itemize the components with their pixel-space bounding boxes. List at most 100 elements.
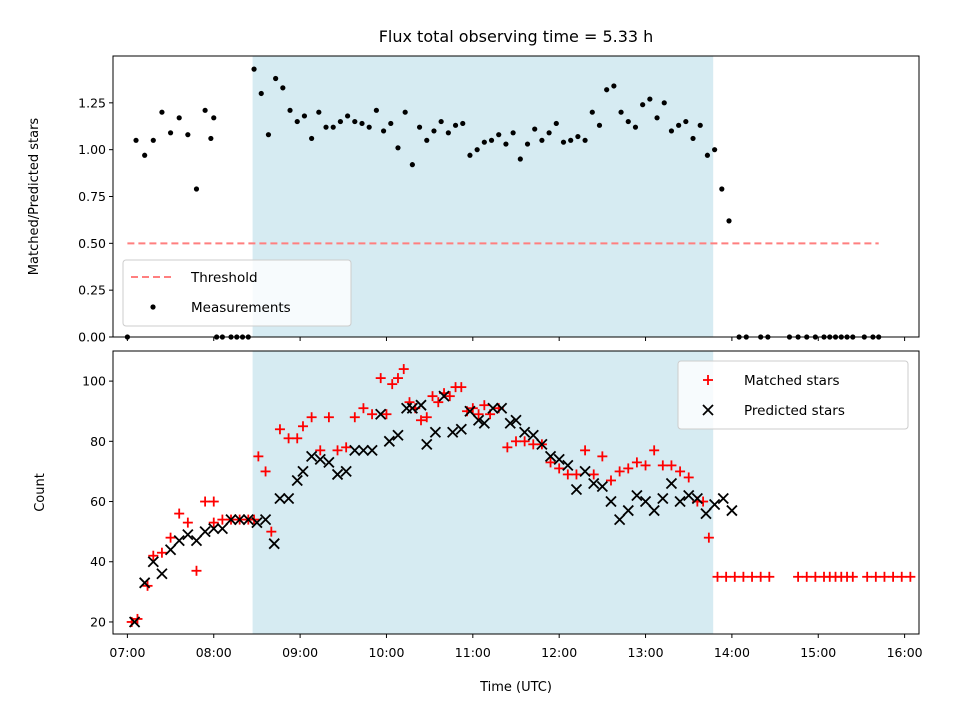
measurement-point [625, 118, 631, 125]
matched-star-point [738, 571, 749, 582]
y-tick-label: 1.00 [78, 142, 106, 157]
predicted-star-point [455, 423, 467, 435]
predicted-star-point [216, 522, 229, 535]
measurement-point [611, 83, 617, 89]
predicted-star-point [447, 426, 459, 438]
predicted-star-point [375, 408, 387, 420]
measurement-point [575, 133, 581, 140]
x-tick-label: 09:00 [282, 645, 318, 660]
measurement-point [503, 141, 509, 147]
measurement-point [553, 120, 559, 127]
matched-star-point [554, 463, 565, 474]
predicted-star-point [579, 465, 591, 478]
measurement-point [388, 120, 394, 127]
measurement-point [416, 124, 423, 130]
measurement-point [150, 137, 156, 143]
measurement-point [697, 122, 703, 128]
matched-star-point [358, 403, 369, 414]
measurement-point [345, 113, 351, 119]
matched-star-point [381, 409, 392, 420]
predicted-star-point [139, 577, 151, 589]
matched-star-point [217, 514, 228, 525]
predicted-star-point [156, 568, 168, 580]
measurement-point [424, 137, 430, 143]
bottom-y-ticks: 20 40 60 80 100 [82, 374, 113, 629]
bottom-panel: 20 40 60 80 100 07:00 08:00 09:00 10:00 11:00 12:… [33, 350, 923, 695]
measurement-point [380, 128, 387, 134]
predicted-star-point [527, 429, 539, 441]
matched-star-point [191, 565, 202, 576]
matched-star-point [208, 517, 219, 528]
measurement-point [202, 107, 208, 113]
measurement-point [488, 137, 495, 143]
measurement-point [366, 124, 372, 130]
y-tick-label: 0.50 [78, 236, 106, 251]
measurement-point [316, 109, 322, 115]
predicted-star-point [199, 526, 211, 538]
matched-star-point [174, 508, 185, 519]
measurement-point [640, 102, 646, 108]
measurement-point [676, 122, 682, 128]
x-tick-label: 07:00 [109, 645, 145, 660]
predicted-star-point [472, 414, 485, 426]
measurement-point [142, 152, 148, 158]
matched-star-point [905, 571, 916, 582]
predicted-star-point [708, 498, 721, 511]
predicted-star-point [268, 538, 280, 550]
top-y-ticks: 0.00 0.25 0.50 0.75 1.00 1.25 [78, 95, 113, 345]
matched-star-point [801, 571, 812, 582]
legend-matched-swatch [703, 375, 713, 385]
matched-star-point [729, 571, 740, 582]
matched-star-point [511, 436, 521, 447]
matched-star-point [597, 451, 608, 462]
measurement-point [524, 141, 531, 147]
matched-star-point [502, 442, 513, 453]
measurement-point [532, 126, 538, 132]
measurement-point [632, 124, 639, 130]
measurement-point [294, 118, 300, 125]
top-y-axis-label: Matched/Predicted stars [27, 118, 42, 276]
predicted-star-point [691, 492, 703, 505]
predicted-star-point [605, 495, 617, 508]
x-tick-label: 10:00 [368, 645, 404, 660]
predicted-star-point [340, 465, 352, 478]
measurement-point [683, 118, 689, 125]
x-tick-label: 13:00 [628, 645, 664, 660]
measurement-point [452, 122, 459, 128]
measurement-point [287, 107, 293, 113]
top-legend: Threshold Measurements [122, 259, 352, 327]
measurement-point [546, 130, 552, 136]
matched-star-point [479, 400, 490, 411]
predicted-star-point [518, 426, 531, 438]
matched-star-point [260, 466, 271, 477]
measurement-point [618, 109, 624, 115]
predicted-star-point [406, 402, 419, 414]
bottom-data-marks [126, 364, 916, 628]
top-panel: 0.00 0.25 0.50 0.75 1.00 1.25 Matched/Predict… [27, 55, 920, 345]
matched-star-point [870, 571, 881, 582]
measurement-point [712, 147, 718, 153]
predicted-star-point [383, 435, 395, 447]
matched-star-point [392, 373, 403, 384]
x-tick-label: 11:00 [455, 645, 491, 660]
measurement-point [193, 186, 200, 192]
measurement-point [337, 118, 344, 125]
predicted-star-point [504, 417, 516, 429]
matched-star-point [283, 433, 294, 444]
matched-star-point [208, 496, 219, 507]
measurement-point [510, 130, 516, 136]
predicted-star-point [613, 513, 626, 526]
matched-star-point [315, 445, 326, 456]
predicted-star-point [392, 429, 404, 441]
matched-star-point [640, 460, 651, 471]
x-tick-label: 14:00 [714, 645, 750, 660]
matched-star-point [253, 451, 264, 462]
matched-star-point [605, 475, 616, 486]
measurement-point [517, 156, 523, 162]
matched-star-point [375, 373, 386, 384]
measurement-point [474, 147, 480, 153]
predicted-star-point [588, 477, 600, 490]
matched-star-point [266, 526, 277, 537]
matched-star-point [341, 442, 352, 453]
